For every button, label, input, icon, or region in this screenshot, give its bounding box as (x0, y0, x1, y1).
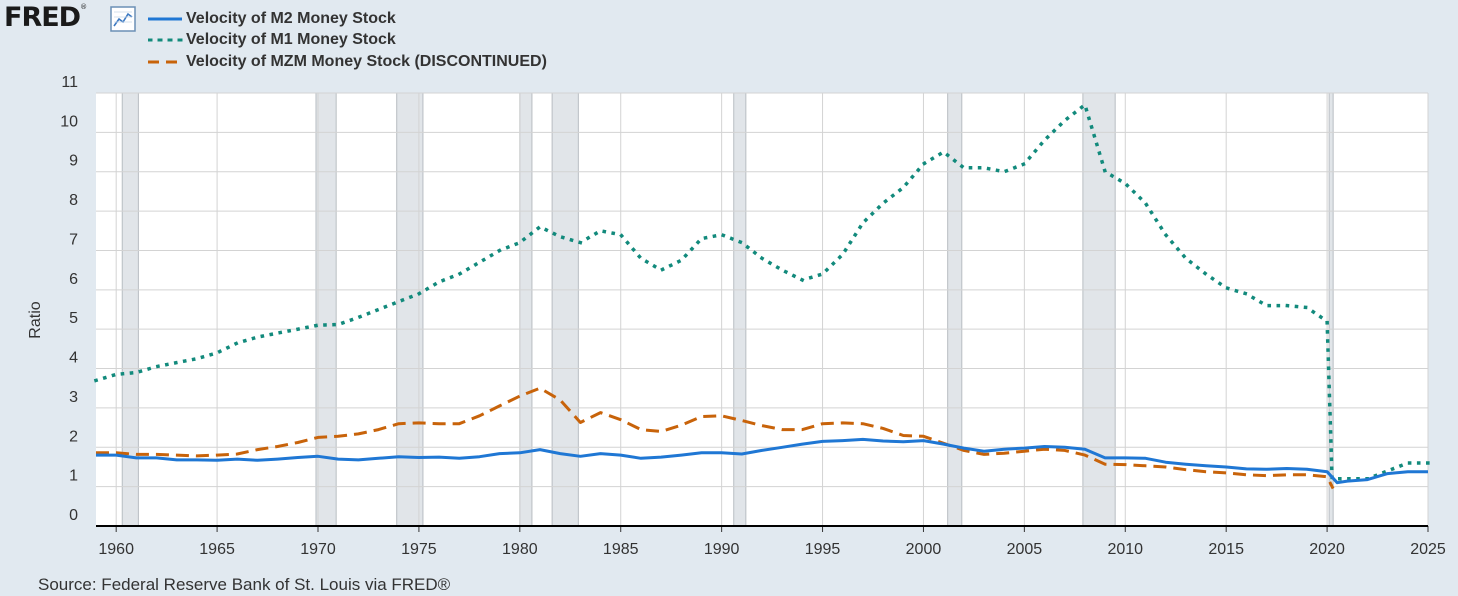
source-note: Source: Federal Reserve Bank of St. Loui… (38, 575, 451, 594)
x-tick-label: 1995 (805, 541, 841, 558)
x-tick-label: 2015 (1208, 541, 1244, 558)
line-chart-icon[interactable] (110, 6, 136, 32)
legend-label-m1: Velocity of M1 Money Stock (186, 31, 396, 49)
x-tick-label: 1960 (98, 541, 134, 558)
x-tick-label: 1985 (603, 541, 639, 558)
legend-swatch-mzm (148, 60, 182, 64)
x-tick-label: 2005 (1007, 541, 1043, 558)
recession-band (947, 92, 963, 527)
plot-background (96, 93, 1428, 526)
legend-swatch-m2 (148, 17, 182, 21)
x-tick-label: 2020 (1309, 541, 1345, 558)
y-tick-label: 8 (69, 192, 78, 209)
x-tick-label: 1970 (300, 541, 336, 558)
x-tick-label: 2025 (1410, 541, 1446, 558)
recession-band (315, 92, 337, 527)
legend-item-m2[interactable]: Velocity of M2 Money Stock (148, 8, 547, 30)
x-tick-label: 1965 (199, 541, 235, 558)
y-tick-label: 0 (69, 507, 78, 524)
chart-legend: Velocity of M2 Money Stock Velocity of M… (148, 8, 547, 73)
legend-item-mzm[interactable]: Velocity of MZM Money Stock (DISCONTINUE… (148, 51, 547, 73)
x-tick-label: 2000 (906, 541, 942, 558)
recession-band (1328, 92, 1334, 527)
x-tick-label: 2010 (1107, 541, 1143, 558)
y-tick-label: 9 (69, 153, 78, 170)
recession-band (733, 92, 747, 527)
legend-item-m1[interactable]: Velocity of M1 Money Stock (148, 30, 547, 52)
series-line-mzm (96, 386, 1335, 490)
recession-band (121, 92, 139, 527)
recession-band (519, 92, 533, 527)
y-tick-label: 2 (69, 428, 78, 445)
series-line-m2 (96, 437, 1428, 485)
y-tick-label: 7 (69, 231, 78, 248)
y-tick-label: 11 (61, 74, 78, 91)
legend-label-m2: Velocity of M2 Money Stock (186, 9, 396, 27)
y-tick-label: 4 (69, 350, 78, 367)
x-tick-label: 1990 (704, 541, 740, 558)
y-tick-label: 5 (69, 310, 78, 327)
legend-label-mzm: Velocity of MZM Money Stock (DISCONTINUE… (186, 52, 547, 70)
y-tick-label: 3 (69, 389, 78, 406)
x-tick-label: 1980 (502, 541, 538, 558)
x-tick-label: 1975 (401, 541, 437, 558)
recession-band (551, 92, 579, 527)
fred-logo[interactable]: FRED® (4, 2, 87, 33)
y-tick-label: 1 (69, 468, 78, 485)
y-tick-label: 6 (69, 271, 78, 288)
y-tick-label: 10 (60, 113, 78, 130)
